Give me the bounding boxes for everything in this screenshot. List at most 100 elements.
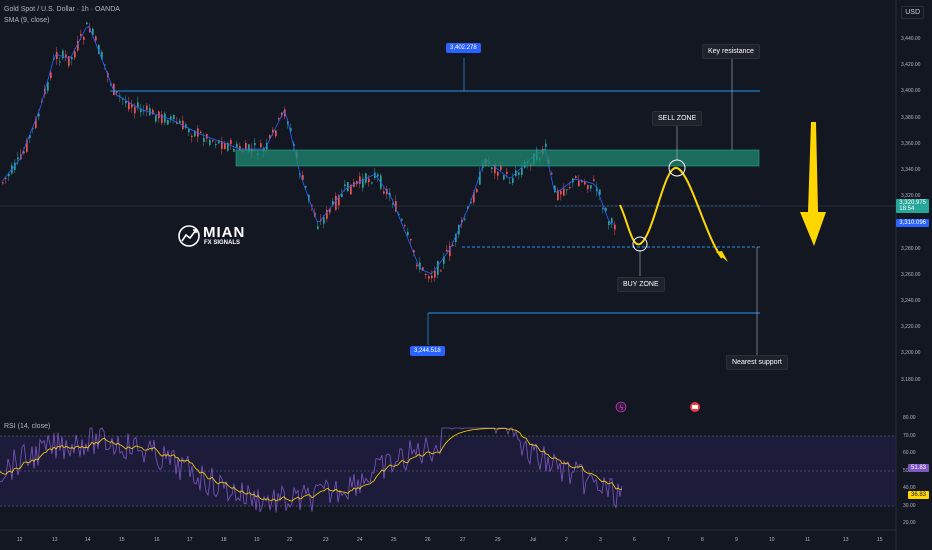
time-tick: 19 [254,537,260,543]
rsi-value-tag: 51.83 [907,464,929,472]
candle [581,180,583,183]
projection-arrowhead [716,251,728,262]
candle [275,130,277,137]
price-tick: 3,440.00 [901,36,921,42]
candle [329,208,331,213]
candle [509,182,511,184]
sell-zone-label: SELL ZONE [652,111,703,126]
candle [611,218,613,223]
svg-text:ϟ: ϟ [619,404,624,412]
candle [212,140,214,142]
candle [578,180,580,187]
candle [29,135,31,139]
candle [326,210,328,219]
nearest-support-label: Nearest support [726,355,788,370]
candle [299,173,301,175]
candle [56,52,58,60]
candle [83,36,85,40]
price-tick: 3,320.00 [901,193,921,200]
time-tick: 12 [17,537,23,543]
time-tick: 27 [460,537,466,543]
candle [335,196,337,210]
sell-zone-circle [668,159,686,177]
rsi-tick: 30.00 [903,502,916,509]
candle [239,146,241,150]
time-tick: 22 [287,537,293,543]
currency-button[interactable]: USD [901,6,924,19]
candle [392,203,394,205]
sma-price-tag: 3,310.096 [896,219,929,227]
candle [503,175,505,180]
candle [593,179,595,182]
time-tick: 7 [667,537,670,543]
candle [605,207,607,212]
candle [467,206,469,209]
candle [170,116,172,120]
price-tick: 3,260.00 [901,271,921,278]
candle [521,167,523,175]
candle [134,107,136,114]
candle [38,113,40,117]
candle [2,182,4,184]
candle [464,218,466,220]
candle [281,112,283,116]
candle [407,231,409,236]
candle [341,193,343,198]
candle [554,185,556,193]
logo-name: MIAN [203,224,246,241]
candle [194,130,196,137]
time-tick: 25 [391,537,397,543]
bar-countdown: 18:54 [899,206,915,212]
time-tick: 24 [357,537,363,543]
high-price-label: 3,402.278 [446,43,481,53]
candle [359,176,361,184]
rsi-tick: 60.00 [903,450,916,456]
candle [398,214,400,216]
sma-indicator-label[interactable]: SMA (9, close) [4,17,50,24]
rsi-label[interactable]: RSI (14, close) [4,423,51,430]
buy-zone-circle [632,236,648,252]
price-tick: 3,240.00 [901,298,921,304]
time-tick: 17 [187,537,193,543]
price-tick: 3,420.00 [901,62,921,69]
candle [68,56,70,66]
candle [209,139,211,145]
candle [491,167,493,169]
rsi-sma-line [0,427,623,502]
candle [191,135,193,137]
candle [602,208,604,210]
candle [164,113,166,123]
candle [80,33,82,36]
candle [221,141,223,149]
candle [428,276,430,279]
time-tick: 23 [323,537,329,543]
candle [293,143,295,147]
candle [248,144,250,152]
candle [404,225,406,227]
candle [92,28,94,35]
candle [65,54,67,57]
candle [152,109,154,115]
price-tick: 3,340.00 [901,167,921,173]
time-tick: 15 [877,537,883,543]
candle [434,270,436,278]
price-tick: 3,360.00 [901,140,921,147]
candle [575,176,577,178]
rsi-tick: 70.00 [903,432,916,439]
candle [131,104,133,108]
candle [410,238,412,241]
candle [89,28,91,33]
candle [377,174,379,177]
candle [437,261,439,275]
buy-zone-label: BUY ZONE [617,277,665,292]
candle [110,83,112,85]
candle [146,105,148,111]
candle [119,95,121,97]
candle [323,217,325,224]
rsi-sma-tag: 36.83 [907,491,929,499]
symbol-title[interactable]: Gold Spot / U.S. Dollar · 1h · OANDA [4,6,120,13]
time-tick: 14 [85,537,91,543]
candle [455,233,457,243]
candle [278,118,280,120]
